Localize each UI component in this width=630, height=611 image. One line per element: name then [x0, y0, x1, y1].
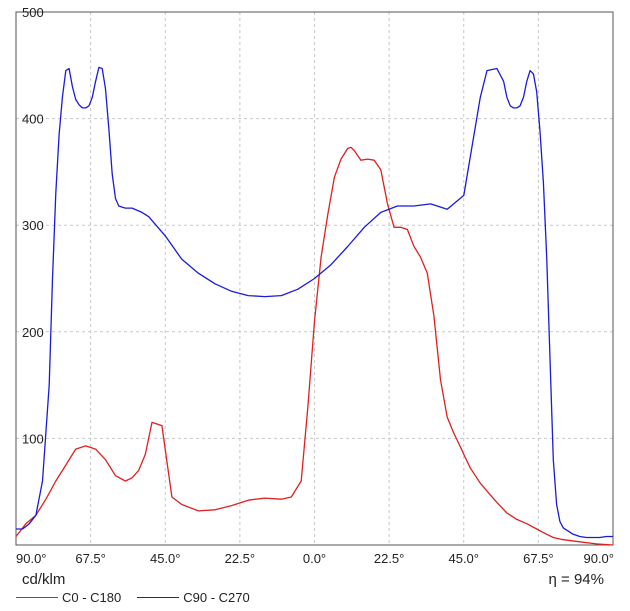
x-tick-label-0: 90.0° — [16, 551, 47, 566]
y-tick-label-500: 500 — [22, 5, 44, 20]
chart: 100 200 300 400 500 90.0° 67.5° 45.0° 22.5° 0.0°… — [15, 5, 614, 566]
legend-item-c0-c180: C0 - C180 — [16, 590, 121, 605]
y-tick-label-200: 200 — [22, 325, 44, 340]
x-tick-label-2: 45.0° — [150, 551, 181, 566]
x-tick-label-1: 67.5° — [75, 551, 106, 566]
series-line-c90-c270 — [16, 66, 613, 539]
x-tick-label-3: 22.5° — [225, 551, 256, 566]
x-tick-label-5: 22.5° — [374, 551, 405, 566]
series-line-c0-c180 — [15, 146, 614, 546]
y-tick-label-300: 300 — [22, 218, 44, 233]
x-axis-ticks: 90.0° 67.5° 45.0° 22.5° 0.0° 22.5° 45.0° 67.5° 9… — [16, 551, 614, 566]
x-tick-label-4: 0.0° — [303, 551, 326, 566]
x-tick-label-6: 45.0° — [448, 551, 479, 566]
x-tick-label-7: 67.5° — [523, 551, 554, 566]
y-axis-unit-label: cd/klm — [22, 571, 66, 588]
y-axis-ticks: 100 200 300 400 500 — [22, 5, 44, 446]
legend-label-c0-c180: C0 - C180 — [62, 590, 122, 605]
legend-swatch-c90-c270 — [137, 597, 180, 598]
legend-label-c90-c270: C90 - C270 — [183, 590, 250, 605]
x-tick-label-8: 90.0° — [583, 551, 614, 566]
series-lines — [15, 66, 614, 546]
legend-item-c90-c270: C90 - C270 — [137, 590, 250, 605]
y-tick-label-400: 400 — [22, 112, 44, 127]
efficiency-label: η = 94% — [548, 571, 604, 588]
legend: C0 - C180 C90 - C270 — [16, 590, 266, 605]
y-tick-label-100: 100 — [22, 431, 44, 446]
legend-swatch-c0-c180 — [16, 597, 58, 598]
plot-frame — [15, 11, 614, 546]
